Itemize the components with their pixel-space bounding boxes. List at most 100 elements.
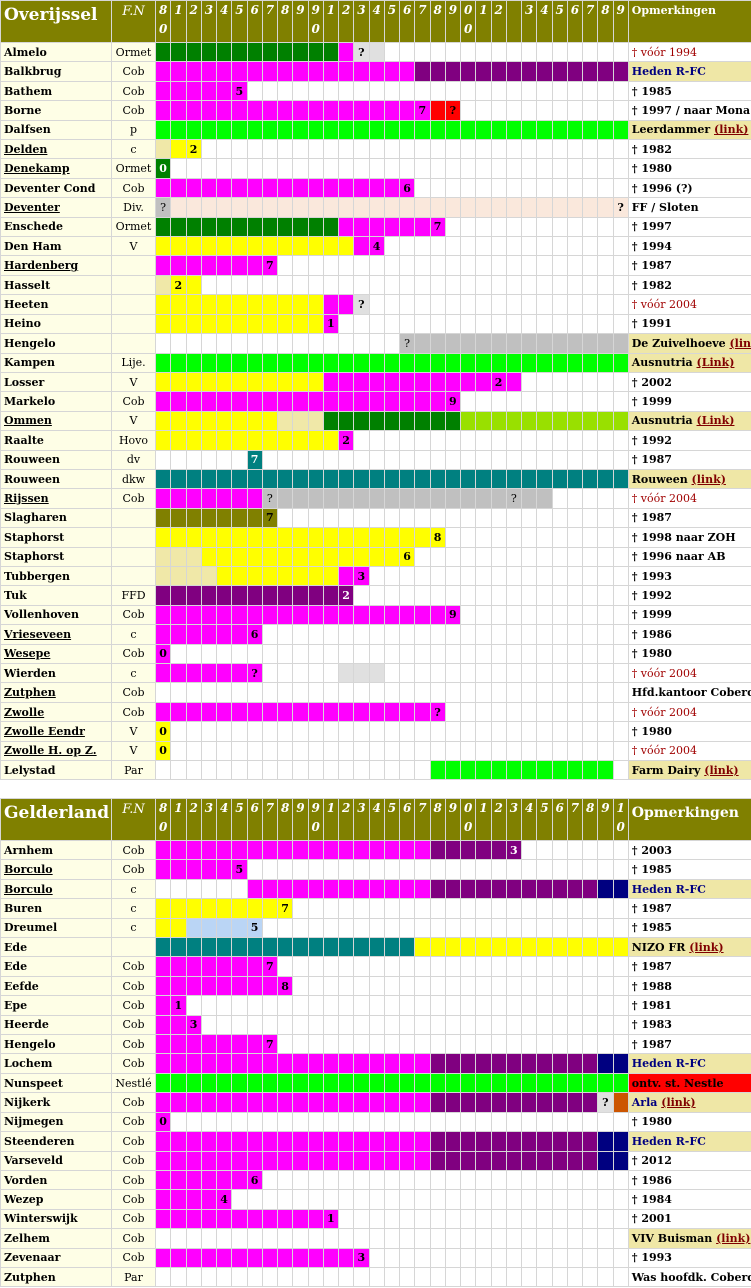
year-cell (612, 1092, 629, 1113)
info-link[interactable]: (link) (661, 1095, 696, 1109)
year-cell (276, 333, 294, 354)
year-cell (459, 975, 477, 997)
year-cell (276, 100, 294, 121)
year-cell (337, 158, 355, 179)
year-cell (536, 158, 553, 179)
year-cell (581, 898, 599, 919)
year-cell (368, 158, 385, 179)
year-cell (597, 859, 614, 880)
year-cell (581, 352, 599, 373)
year-cell (398, 430, 416, 451)
remark-cell: † 1992 (627, 585, 751, 606)
year-cell (597, 1014, 614, 1036)
year-cell (185, 158, 202, 179)
year-cell (475, 216, 492, 238)
year-cell (475, 119, 492, 141)
year-cell (200, 604, 218, 626)
year-cell (337, 197, 355, 218)
year-cell (337, 371, 355, 393)
year-cell (170, 430, 187, 451)
year-cell (612, 1266, 629, 1288)
year-cell (368, 410, 385, 432)
year-cell (581, 1092, 599, 1113)
year-cell (536, 255, 553, 276)
year-cell (307, 1169, 324, 1191)
remark-cell: FF / Sloten (627, 197, 751, 218)
info-link[interactable]: (link) (691, 472, 726, 486)
info-link[interactable]: (link) (714, 123, 749, 137)
year-cell (612, 80, 629, 102)
year-cell (261, 1266, 279, 1288)
city-name: Balkbrug (0, 61, 112, 82)
year-cell (353, 740, 370, 762)
year-header: 5 (383, 0, 401, 43)
info-link[interactable]: (link) (689, 940, 724, 954)
year-cell (597, 197, 614, 218)
year-cell (322, 701, 340, 723)
year-cell (429, 333, 446, 354)
year-cell (353, 1111, 370, 1133)
year-cell (551, 313, 568, 335)
remark-text: Leerdammer (631, 123, 711, 137)
year-cell (276, 1053, 294, 1074)
year-cell (475, 410, 492, 432)
year-cell (536, 410, 553, 432)
year-cell (444, 839, 462, 861)
info-link[interactable]: (Link) (696, 414, 735, 428)
year-cell (353, 1266, 370, 1288)
year-cell (398, 1266, 416, 1288)
remark-text: † 1993 (631, 569, 672, 583)
year-cell (307, 1228, 324, 1249)
year-cell (581, 682, 599, 703)
year-cell (581, 488, 599, 509)
year-header: 8 (581, 798, 599, 841)
year-cell (292, 216, 309, 238)
year-cell (231, 701, 248, 723)
table-row: Slagharen 7 † 1987 (0, 507, 751, 529)
remark-text: † 1992 (631, 433, 672, 447)
year-cell (414, 352, 431, 373)
info-link[interactable]: (Link) (696, 356, 735, 370)
year-cell (383, 1034, 401, 1055)
year-cell (444, 294, 462, 315)
remark-cell: VIV Buisman (link) (627, 1228, 751, 1249)
year-cell (337, 565, 355, 587)
year-cell (170, 1247, 187, 1268)
year-cell (612, 839, 629, 861)
year-cell (520, 917, 538, 939)
factory-code (111, 565, 156, 587)
table-row: Wierden c? † vóór 2004 (0, 662, 751, 684)
year-cell (520, 158, 538, 179)
year-cell (292, 158, 309, 179)
city-name: Nijmegen (0, 1111, 112, 1133)
year-cell (337, 333, 355, 354)
year-cell (337, 604, 355, 626)
year-cell (520, 80, 538, 102)
remark-cell: Heden R-FC (627, 1053, 751, 1074)
year-cell (444, 1169, 462, 1191)
year-cell (353, 760, 370, 781)
remark-cell: Rouween (link) (627, 468, 751, 490)
year-cell (368, 995, 385, 1016)
year-cell (444, 1189, 462, 1210)
year-cell (322, 1092, 340, 1113)
year-cell (551, 274, 568, 296)
year-cell (475, 236, 492, 257)
year-cell (200, 1150, 218, 1171)
info-link[interactable]: (link) (704, 763, 739, 777)
year-cell (520, 898, 538, 919)
year-cell (475, 624, 492, 645)
year-cell (520, 975, 538, 997)
remark-cell: † vóór 2004 (627, 488, 751, 509)
remark-text: † 1986 (631, 627, 672, 641)
year-cell (551, 371, 568, 393)
info-link[interactable]: (link) (716, 1231, 751, 1245)
year-cell (353, 721, 370, 742)
city-name: Zwolle Eendr (0, 721, 112, 742)
year-cell (505, 1189, 523, 1210)
year-cell (475, 956, 492, 977)
info-link[interactable]: (link) (729, 336, 751, 350)
year-cell (612, 624, 629, 645)
year-cell (353, 585, 370, 606)
year-cell (292, 898, 309, 919)
